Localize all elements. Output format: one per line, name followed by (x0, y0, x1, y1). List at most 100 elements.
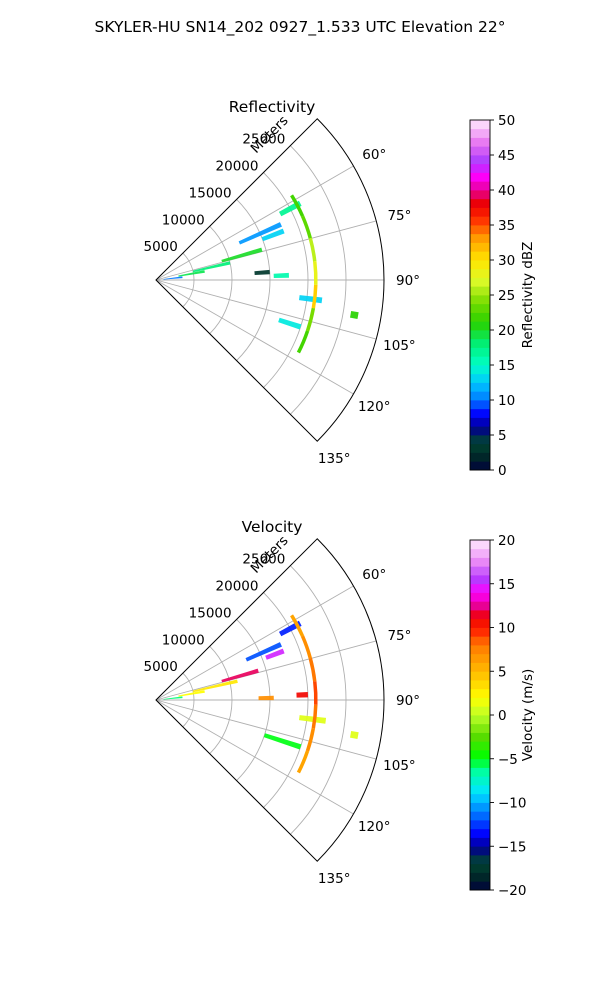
colorbar-tick-label: 50 (498, 113, 515, 129)
colorbar-swatch (470, 163, 490, 173)
colorbar-tick-label: 35 (498, 218, 515, 234)
colorbar-swatch (470, 435, 490, 445)
colorbar-swatch (470, 837, 490, 847)
colorbar-tick-label: 15 (498, 358, 515, 374)
panel-title: Velocity (242, 518, 303, 536)
azimuth-gridline (155, 220, 377, 281)
angle-tick-label: 60° (362, 147, 386, 163)
radar-echo (178, 690, 205, 697)
radar-echo (265, 648, 285, 660)
colorbar-swatch (470, 855, 490, 865)
colorbar-swatch (470, 338, 490, 348)
radar-echo (221, 247, 263, 263)
colorbar-swatch (470, 881, 490, 891)
colorbar-swatch (470, 828, 490, 838)
angle-tick-label: 120° (358, 399, 391, 415)
colorbar-swatch (470, 566, 490, 576)
colorbar-swatch (470, 758, 490, 768)
colorbar-swatch (470, 330, 490, 340)
colorbar-tick-label: 45 (498, 148, 515, 164)
colorbar-swatch (470, 697, 490, 707)
colorbar-tick-label: −15 (498, 839, 527, 855)
sector-frame (155, 118, 385, 442)
radial-tick-label: 20000 (216, 579, 259, 595)
radar-echo-arc (313, 261, 318, 285)
colorbar-swatch (470, 592, 490, 602)
colorbar-swatch (470, 251, 490, 261)
colorbar-swatch (470, 295, 490, 305)
colorbar-swatch (470, 452, 490, 462)
radar-echo (163, 696, 183, 700)
colorbar-tick-label: 15 (498, 577, 515, 593)
colorbar-swatch (470, 688, 490, 698)
colorbar-tick-label: 40 (498, 183, 515, 199)
azimuth-gridline (155, 699, 377, 760)
colorbar-tick-label: 5 (498, 428, 507, 444)
colorbar-swatch (470, 715, 490, 725)
radar-echo-arc (311, 704, 318, 729)
colorbar-swatch (470, 627, 490, 637)
colorbar-swatch (470, 793, 490, 803)
colorbar-swatch (470, 190, 490, 200)
colorbar-label: Reflectivity dBZ (520, 242, 536, 349)
panel-title: Reflectivity (229, 98, 316, 116)
radar-echo (238, 222, 282, 245)
radar-echo (349, 311, 359, 320)
colorbar-swatch (470, 732, 490, 742)
colorbar-swatch (470, 347, 490, 357)
radar-echo (298, 295, 323, 304)
angle-tick-label: 135° (318, 871, 351, 887)
colorbar-swatch (470, 242, 490, 252)
radar-echo (245, 642, 282, 662)
colorbar-swatch (470, 872, 490, 882)
radar-echo (192, 679, 238, 693)
colorbar-swatch (470, 706, 490, 716)
radar-echo (254, 269, 270, 276)
angle-tick-label: 105° (383, 758, 416, 774)
colorbar-swatch (470, 260, 490, 270)
colorbar-swatch (470, 408, 490, 418)
radial-tick-label: 15000 (189, 605, 232, 621)
radar-echo (261, 228, 285, 242)
radar-echo-arc (308, 657, 317, 682)
colorbar-swatch (470, 846, 490, 856)
colorbar-swatch (470, 636, 490, 646)
colorbar-swatch (470, 750, 490, 760)
azimuth-gridline (155, 585, 354, 701)
colorbar-swatch (470, 181, 490, 191)
colorbar-swatch (470, 216, 490, 226)
colorbar-swatch (470, 540, 490, 550)
angle-tick-label: 60° (362, 567, 386, 583)
azimuth-gridline (155, 279, 354, 395)
colorbar-swatch (470, 575, 490, 585)
angle-tick-label: 90° (396, 693, 420, 709)
colorbar-swatch (470, 146, 490, 156)
radial-tick-label: 10000 (162, 212, 205, 228)
colorbar-swatch (470, 461, 490, 471)
radar-echo (192, 261, 231, 273)
colorbar-tick-label: 10 (498, 393, 515, 409)
echo-layer (163, 614, 359, 774)
radar-echo-arc (313, 681, 318, 705)
colorbar-tick-label: 20 (498, 323, 515, 339)
radar-echo-arc (300, 215, 312, 239)
colorbar-swatch (470, 233, 490, 243)
colorbar-swatch (470, 863, 490, 873)
colorbar: −20 −15 −10 −5 0 5 10 15 20 Velocity (m/s) (469, 533, 536, 899)
angle-tick-label: 105° (383, 338, 416, 354)
colorbar-tick-label: −5 (498, 752, 518, 768)
colorbar-swatch (470, 382, 490, 392)
colorbar-swatch (470, 610, 490, 620)
colorbar-tick-label: 0 (498, 708, 507, 724)
radar-echo-arc (290, 194, 305, 217)
angle-tick-label: 75° (387, 208, 411, 224)
colorbar-swatch (470, 443, 490, 453)
colorbar-swatch (470, 312, 490, 322)
colorbar-tick-label: 30 (498, 253, 515, 269)
radar-echo (163, 276, 183, 280)
colorbar-swatch (470, 645, 490, 655)
colorbar-swatch (470, 137, 490, 147)
colorbar-swatch (470, 356, 490, 366)
